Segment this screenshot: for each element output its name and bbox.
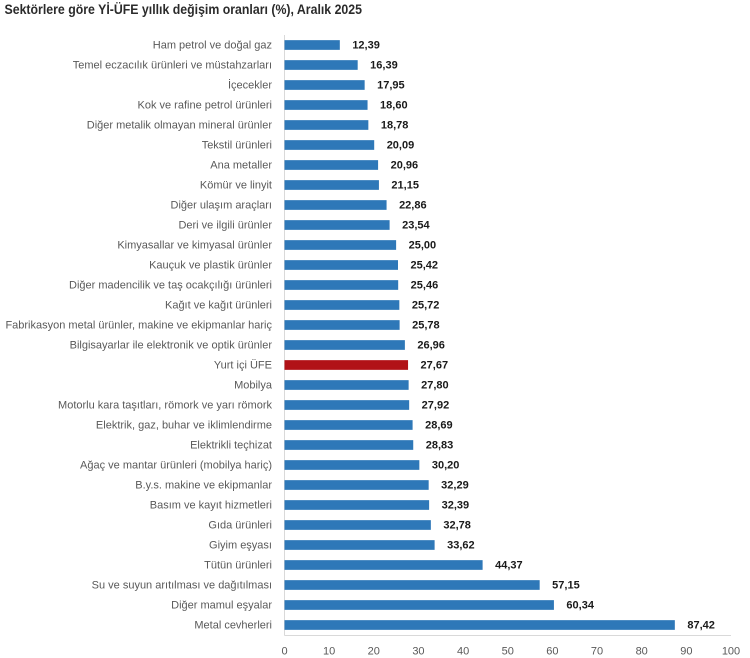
svg-text:60,34: 60,34 — [566, 600, 594, 612]
svg-text:16,39: 16,39 — [370, 60, 398, 72]
svg-text:Tütün ürünleri: Tütün ürünleri — [204, 560, 272, 572]
svg-text:18,60: 18,60 — [380, 100, 408, 112]
svg-text:40: 40 — [457, 646, 469, 658]
svg-text:26,96: 26,96 — [417, 340, 445, 352]
svg-text:B.y.s. makine ve ekipmanlar: B.y.s. makine ve ekipmanlar — [135, 480, 272, 492]
svg-text:Fabrikasyon metal ürünler, mak: Fabrikasyon metal ürünler, makine ve eki… — [5, 320, 272, 332]
svg-text:Elektrikli teçhizat: Elektrikli teçhizat — [190, 440, 272, 452]
svg-text:33,62: 33,62 — [447, 540, 475, 552]
svg-text:Kimyasallar ve kimyasal ürünle: Kimyasallar ve kimyasal ürünler — [117, 240, 272, 252]
svg-text:Diğer mamul eşyalar: Diğer mamul eşyalar — [171, 600, 272, 612]
svg-text:Giyim eşyası: Giyim eşyası — [209, 540, 272, 552]
svg-text:Ana metaller: Ana metaller — [210, 160, 272, 172]
svg-text:Mobilya: Mobilya — [234, 380, 273, 392]
svg-text:25,46: 25,46 — [411, 280, 439, 292]
svg-text:32,29: 32,29 — [441, 480, 469, 492]
svg-text:30: 30 — [412, 646, 424, 658]
svg-text:Elektrik, gaz, buhar ve ikliml: Elektrik, gaz, buhar ve iklimlendirme — [96, 420, 272, 432]
svg-text:Diğer metalik olmayan mineral: Diğer metalik olmayan mineral ürünler — [87, 120, 273, 132]
svg-text:Su ve suyun arıtılması ve dağı: Su ve suyun arıtılması ve dağıtılması — [92, 580, 272, 592]
svg-text:Ham petrol ve doğal gaz: Ham petrol ve doğal gaz — [153, 40, 272, 52]
svg-text:21,15: 21,15 — [391, 180, 419, 192]
svg-text:0: 0 — [281, 646, 287, 658]
svg-text:Tekstil ürünleri: Tekstil ürünleri — [202, 140, 272, 152]
svg-text:18,78: 18,78 — [381, 120, 409, 132]
svg-text:30,20: 30,20 — [432, 460, 460, 472]
svg-text:80: 80 — [636, 646, 648, 658]
svg-text:90: 90 — [680, 646, 692, 658]
svg-text:22,86: 22,86 — [399, 200, 427, 212]
svg-text:İçecekler: İçecekler — [228, 79, 272, 92]
svg-text:60: 60 — [546, 646, 558, 658]
svg-text:Kauçuk ve plastik ürünler: Kauçuk ve plastik ürünler — [149, 260, 272, 272]
svg-text:32,39: 32,39 — [442, 500, 470, 512]
svg-text:25,78: 25,78 — [412, 320, 440, 332]
svg-text:28,69: 28,69 — [425, 420, 453, 432]
svg-text:25,00: 25,00 — [409, 240, 437, 252]
svg-text:Basım ve kayıt hizmetleri: Basım ve kayıt hizmetleri — [150, 500, 272, 512]
svg-text:Kok ve rafine petrol ürünleri: Kok ve rafine petrol ürünleri — [137, 100, 272, 112]
svg-text:87,42: 87,42 — [687, 620, 715, 632]
svg-text:28,83: 28,83 — [426, 440, 454, 452]
svg-text:32,78: 32,78 — [443, 520, 471, 532]
svg-text:Diğer madencilik ve taş ocakçı: Diğer madencilik ve taş ocakçılığı ürünl… — [69, 280, 272, 292]
svg-text:Kömür ve linyit: Kömür ve linyit — [200, 180, 272, 192]
svg-text:Ağaç ve mantar ürünleri (mobil: Ağaç ve mantar ürünleri (mobilya hariç) — [80, 460, 272, 472]
svg-text:57,15: 57,15 — [552, 580, 580, 592]
svg-text:Yurt içi ÜFE: Yurt içi ÜFE — [214, 360, 272, 372]
svg-text:Metal cevherleri: Metal cevherleri — [194, 620, 272, 632]
svg-text:Motorlu kara taşıtları, römork: Motorlu kara taşıtları, römork ve yarı r… — [58, 400, 272, 412]
svg-text:44,37: 44,37 — [495, 560, 523, 572]
svg-text:23,54: 23,54 — [402, 220, 430, 232]
svg-text:25,42: 25,42 — [411, 260, 439, 272]
svg-text:20,09: 20,09 — [387, 140, 415, 152]
svg-text:20,96: 20,96 — [391, 160, 419, 172]
svg-text:17,95: 17,95 — [377, 80, 405, 92]
svg-text:70: 70 — [591, 646, 603, 658]
svg-text:Deri ve ilgili ürünler: Deri ve ilgili ürünler — [178, 220, 272, 232]
svg-text:27,92: 27,92 — [422, 400, 450, 412]
svg-text:Kağıt ve kağıt ürünleri: Kağıt ve kağıt ürünleri — [165, 300, 272, 312]
svg-text:12,39: 12,39 — [352, 40, 380, 52]
svg-text:27,67: 27,67 — [421, 360, 449, 372]
svg-text:Diğer ulaşım araçları: Diğer ulaşım araçları — [171, 200, 272, 212]
svg-text:10: 10 — [323, 646, 335, 658]
svg-text:Gıda ürünleri: Gıda ürünleri — [208, 520, 272, 532]
svg-text:Bilgisayarlar ile elektronik v: Bilgisayarlar ile elektronik ve optik ür… — [70, 340, 273, 352]
svg-text:100: 100 — [722, 646, 740, 658]
svg-text:27,80: 27,80 — [421, 380, 449, 392]
svg-text:Sektörlere göre Yİ-ÜFE yıllık: Sektörlere göre Yİ-ÜFE yıllık değişim or… — [5, 2, 363, 17]
svg-text:Temel eczacılık ürünleri ve mü: Temel eczacılık ürünleri ve müstahzarlar… — [73, 60, 272, 72]
svg-text:25,72: 25,72 — [412, 300, 440, 312]
svg-text:50: 50 — [502, 646, 514, 658]
svg-text:20: 20 — [368, 646, 380, 658]
